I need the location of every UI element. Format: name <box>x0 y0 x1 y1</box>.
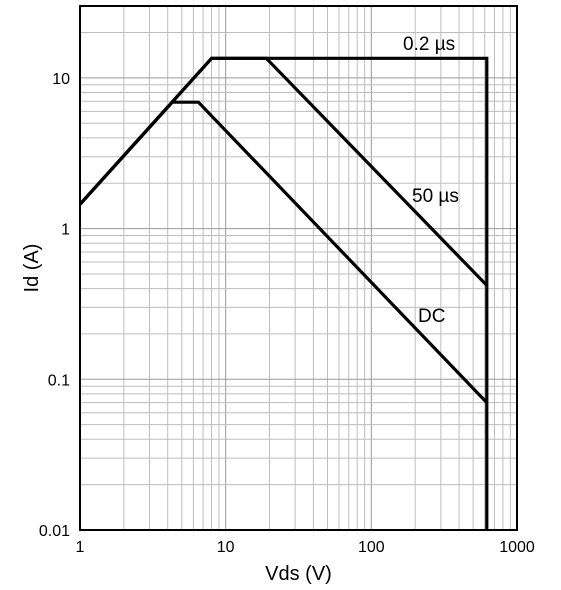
x-tick-label: 100 <box>358 539 385 556</box>
tick-labels: 1 10 100 1000 0.01 0.1 1 10 <box>39 71 535 556</box>
y-tick-label: 10 <box>52 71 70 88</box>
x-tick-label: 1 <box>76 539 85 556</box>
series-labels: 0.2 µs 50 µs DC <box>403 34 459 327</box>
x-tick-label: 10 <box>217 539 235 556</box>
x-tick-label: 1000 <box>499 539 535 556</box>
y-axis-label: Id (A) <box>21 244 43 293</box>
x-axis-label: Vds (V) <box>265 563 332 585</box>
y-tick-label: 1 <box>61 222 70 239</box>
series-label: 50 µs <box>412 186 459 207</box>
plot-frame <box>79 5 518 531</box>
grid <box>79 5 517 531</box>
series-label: DC <box>418 306 445 327</box>
series-line-0-2-s <box>78 56 489 530</box>
y-tick-label: 0.1 <box>48 372 70 389</box>
series-group <box>78 56 489 530</box>
y-tick-label: 0.01 <box>39 523 70 540</box>
series-label: 0.2 µs <box>403 34 455 55</box>
series-line-dc <box>78 100 488 404</box>
